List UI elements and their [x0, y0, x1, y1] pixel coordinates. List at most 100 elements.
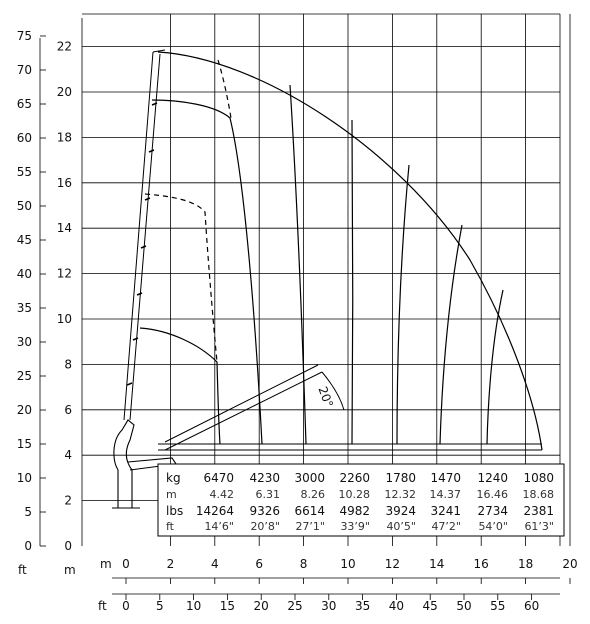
m-y-tick-label: 12 — [57, 267, 72, 281]
table-cell-m: 4.42 — [210, 488, 235, 501]
m-x-tick-label: 20 — [562, 557, 577, 571]
reach-curves — [139, 51, 543, 451]
boom-lower-arm — [127, 457, 177, 471]
ft-y-tick-label: 70 — [17, 63, 32, 77]
ft-x-tick-label: 30 — [321, 599, 336, 613]
inclined-boom-lower — [164, 371, 323, 451]
ft-x-tick-label: 55 — [490, 599, 505, 613]
crane-base — [112, 419, 542, 509]
m-x-tick-label: 16 — [474, 557, 489, 571]
table-cell-lbs: 9326 — [249, 504, 280, 518]
ft-x-tick-label: 45 — [423, 599, 438, 613]
m-x-tick-label: 6 — [255, 557, 263, 571]
m-y-tick-label: 2 — [64, 494, 72, 508]
m-y-tick-label: 10 — [57, 312, 72, 326]
ft-y-tick-label: 10 — [17, 471, 32, 485]
table-cell-m: 8.26 — [301, 488, 326, 501]
table-cell-m: 16.46 — [477, 488, 509, 501]
unit-ft-left: ft — [18, 563, 27, 577]
ft-x-tick-label: 20 — [254, 599, 269, 613]
ft-y-tick-label: 50 — [17, 199, 32, 213]
table-cell-lbs: 4982 — [339, 504, 370, 518]
table-cell-ft: 61’3" — [524, 520, 554, 533]
table-cell-ft: 14’6" — [204, 520, 234, 533]
ft-y-tick-label: 0 — [24, 539, 32, 553]
m-y-tick-label: 14 — [57, 221, 72, 235]
table-cell-m: 12.32 — [385, 488, 417, 501]
table-cell-ft: 40’5" — [386, 520, 416, 533]
table-cell-kg: 2260 — [339, 471, 370, 485]
angle-label: 20° — [315, 385, 335, 410]
load-table-rows: kg 6470 4230 3000 2260 1780 1470 1240 1080 m 4.42 6… — [166, 471, 554, 533]
m-y-tick-label: 22 — [57, 40, 72, 54]
curve-dashed-22 — [217, 59, 232, 119]
curve-14-37m — [439, 224, 463, 445]
curve-10m — [139, 327, 221, 445]
m-y-tick-label: 6 — [64, 403, 72, 417]
angle-arc — [321, 371, 345, 411]
table-cell-ft: 47’2" — [431, 520, 461, 533]
table-cell-lbs: 2381 — [523, 504, 554, 518]
m-y-tick-label: 4 — [64, 448, 72, 462]
outer-envelope-curve — [157, 51, 543, 451]
ft-y-tick-label: 20 — [17, 403, 32, 417]
ft-y-tick-label: 65 — [17, 97, 32, 111]
tick-marks — [40, 35, 571, 600]
m-y-tick-label: 8 — [64, 357, 72, 371]
ft-x-tick-label: 60 — [524, 599, 539, 613]
unit-m-bottom: m — [100, 557, 112, 571]
curve-20m — [151, 99, 263, 445]
ft-y-tick-label: 45 — [17, 233, 32, 247]
table-cell-kg: 3000 — [294, 471, 325, 485]
boom-left-edge — [123, 51, 154, 421]
m-y-tick-labels: 0 2 4 6 8 10 12 14 16 18 20 22 — [57, 40, 72, 553]
ft-y-tick-label: 35 — [17, 301, 32, 315]
m-x-tick-label: 10 — [340, 557, 355, 571]
table-cell-lbs: 3924 — [385, 504, 416, 518]
boom-tip — [152, 49, 166, 53]
m-y-tick-label: 18 — [57, 130, 72, 144]
deck-line — [158, 443, 542, 451]
curve-16-46m — [486, 289, 504, 445]
ft-x-tick-label: 5 — [156, 599, 164, 613]
curve-10-28m — [351, 119, 354, 445]
table-cell-ft: 33’9" — [340, 520, 370, 533]
table-row-label: kg — [166, 471, 181, 485]
curve-8m — [289, 84, 307, 445]
unit-m-left: m — [64, 563, 76, 577]
ft-y-tick-label: 75 — [17, 29, 32, 43]
axes — [39, 18, 560, 595]
inclined-boom — [164, 364, 345, 451]
table-cell-ft: 27’1" — [295, 520, 325, 533]
m-x-tick-label: 4 — [211, 557, 219, 571]
table-cell-ft: 20’8" — [250, 520, 280, 533]
table-cell-ft: 54’0" — [478, 520, 508, 533]
ft-x-tick-labels: 0 5 10 15 20 25 30 35 40 45 50 55 60 — [122, 599, 539, 613]
ft-y-tick-label: 60 — [17, 131, 32, 145]
table-cell-lbs: 6614 — [294, 504, 325, 518]
ft-x-tick-label: 40 — [389, 599, 404, 613]
table-cell-kg: 4230 — [249, 471, 280, 485]
table-cell-lbs: 2734 — [477, 504, 508, 518]
table-cell-lbs: 14264 — [196, 504, 234, 518]
m-x-tick-label: 12 — [385, 557, 400, 571]
ft-y-tick-label: 5 — [24, 505, 32, 519]
m-x-tick-label: 0 — [122, 557, 130, 571]
ft-x-tick-label: 25 — [287, 599, 302, 613]
ft-y-tick-label: 25 — [17, 369, 32, 383]
ft-x-tick-label: 10 — [186, 599, 201, 613]
table-cell-lbs: 3241 — [430, 504, 461, 518]
ft-x-tick-label: 50 — [456, 599, 471, 613]
table-cell-m: 10.28 — [339, 488, 371, 501]
table-row-label: ft — [166, 520, 175, 533]
load-table-box — [157, 463, 565, 537]
table-cell-m: 18.68 — [523, 488, 555, 501]
m-x-tick-labels: 0 2 4 6 8 10 12 14 16 18 20 — [122, 557, 577, 571]
ft-x-tick-label: 35 — [355, 599, 370, 613]
load-table: kg 6470 4230 3000 2260 1780 1470 1240 1080 m 4.42 6… — [157, 463, 565, 537]
m-x-tick-label: 2 — [167, 557, 175, 571]
m-x-tick-label: 8 — [300, 557, 308, 571]
inclined-boom-upper — [164, 364, 319, 443]
table-cell-kg: 1240 — [477, 471, 508, 485]
ft-y-tick-labels: 0 5 10 15 20 25 30 35 40 45 50 55 60 65 70 75 — [17, 29, 32, 553]
